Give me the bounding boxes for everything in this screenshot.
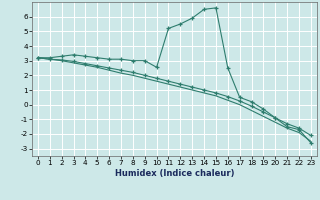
X-axis label: Humidex (Indice chaleur): Humidex (Indice chaleur) [115,169,234,178]
